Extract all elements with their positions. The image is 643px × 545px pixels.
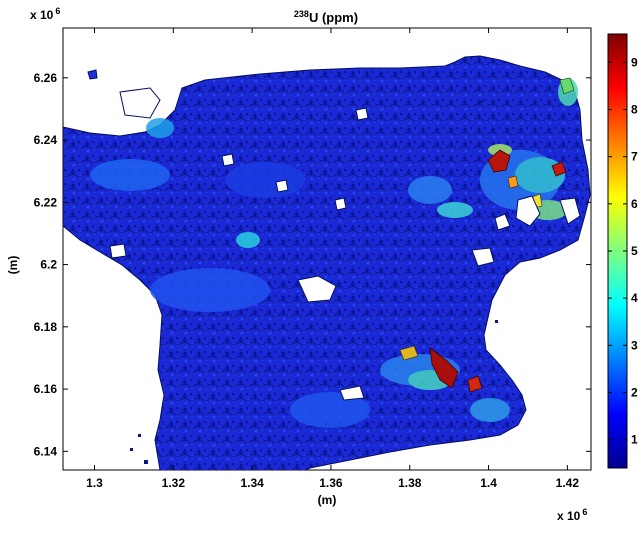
y-multiplier-base: x 10 <box>30 8 54 22</box>
cb-tick-label-6: 7 <box>631 150 638 164</box>
x-tick-label-1: 1.32 <box>162 476 186 490</box>
y-axis-multiplier: x 10 6 <box>30 6 60 22</box>
y-tick-label-3: 6.2 <box>40 258 57 272</box>
x-axis-ticks: 1.3 1.32 1.34 1.36 1.38 1.4 1.42 <box>86 28 579 490</box>
x-tick-label-0: 1.3 <box>86 476 103 490</box>
title-text: U (ppm) <box>309 10 358 25</box>
cb-tick-label-5: 6 <box>631 197 638 211</box>
x-multiplier-base: x 10 <box>557 509 581 523</box>
cb-tick-label-0: 1 <box>631 433 638 447</box>
y-tick-label-6: 6.26 <box>34 71 58 85</box>
cb-tick-label-4: 5 <box>631 244 638 258</box>
x-multiplier-exp: 6 <box>582 507 587 517</box>
y-multiplier-exp: 6 <box>55 6 60 16</box>
colorbar-ticks: 1 2 3 4 5 6 7 8 9 <box>608 55 638 447</box>
x-tick-label-5: 1.4 <box>480 476 497 490</box>
x-tick-label-3: 1.36 <box>319 476 343 490</box>
hotspots <box>399 77 575 393</box>
cb-tick-label-7: 8 <box>631 102 638 116</box>
cb-tick-label-8: 9 <box>631 55 638 69</box>
island-shape <box>87 69 98 80</box>
x-tick-label-2: 1.34 <box>240 476 264 490</box>
y-tick-label-0: 6.14 <box>34 444 58 458</box>
y-tick-label-2: 6.18 <box>34 320 58 334</box>
cb-tick-label-3: 4 <box>631 291 638 305</box>
x-axis-multiplier: x 10 6 <box>557 507 587 523</box>
y-tick-label-1: 6.16 <box>34 382 58 396</box>
chart-title: 238U (ppm) <box>294 9 358 25</box>
stray-dots <box>130 100 498 464</box>
x-tick-label-6: 1.42 <box>556 476 580 490</box>
x-tick-label-4: 1.38 <box>398 476 422 490</box>
cb-tick-label-1: 2 <box>631 386 638 400</box>
y-axis-label: (m) <box>6 256 20 275</box>
title-superscript: 238 <box>294 9 309 19</box>
region-map <box>63 55 591 470</box>
y-axis-ticks: 6.14 6.16 6.18 6.2 6.22 6.24 6.26 <box>34 71 591 458</box>
cb-tick-label-2: 3 <box>631 338 638 352</box>
x-axis-label: (m) <box>318 493 337 507</box>
y-tick-label-5: 6.24 <box>34 133 58 147</box>
y-tick-label-4: 6.22 <box>34 195 58 209</box>
holes <box>109 87 581 401</box>
